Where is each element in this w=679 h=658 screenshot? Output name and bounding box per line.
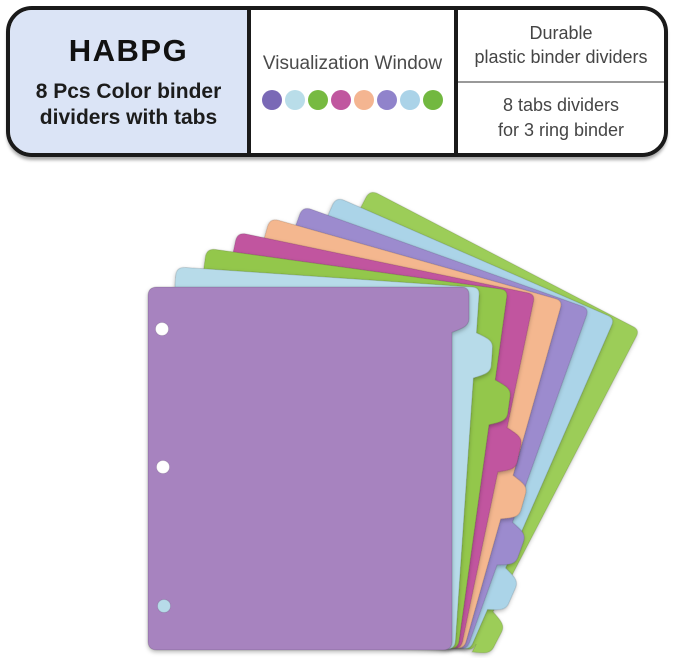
brand-subtitle-line1: 8 Pcs Color binder bbox=[35, 79, 222, 103]
brand-cell: HABPG 8 Pcs Color binder dividers with t… bbox=[10, 10, 251, 153]
binder-hole bbox=[157, 599, 171, 613]
color-dot bbox=[285, 90, 305, 110]
divider-sheet bbox=[147, 286, 470, 651]
visualization-title: Visualization Window bbox=[262, 53, 443, 74]
feature-tabs-line2: for 3 ring binder bbox=[497, 119, 625, 140]
brand-title: HABPG bbox=[68, 32, 189, 68]
features-cell: Durable plastic binder dividers 8 tabs d… bbox=[458, 10, 664, 153]
brand-subtitle-line2: dividers with tabs bbox=[39, 105, 218, 129]
color-dot bbox=[377, 90, 397, 110]
banner: HABPG 8 Pcs Color binder dividers with t… bbox=[6, 6, 668, 157]
color-dot bbox=[331, 90, 351, 110]
color-dot bbox=[423, 90, 443, 110]
color-dot bbox=[262, 90, 282, 110]
color-dot bbox=[400, 90, 420, 110]
feature-durable: Durable plastic binder dividers bbox=[458, 10, 664, 83]
binder-hole bbox=[156, 460, 170, 474]
color-dot bbox=[354, 90, 374, 110]
visualization-cell: Visualization Window bbox=[251, 10, 458, 153]
feature-tabs: 8 tabs dividers for 3 ring binder bbox=[458, 83, 664, 154]
feature-durable-line1: Durable bbox=[529, 22, 593, 43]
color-dots bbox=[262, 90, 443, 110]
feature-tabs-line1: 8 tabs dividers bbox=[502, 95, 620, 116]
feature-durable-line2: plastic binder dividers bbox=[474, 47, 648, 68]
binder-hole bbox=[155, 322, 169, 336]
brand-subtitle: 8 Pcs Color binder dividers with tabs bbox=[36, 79, 222, 130]
color-dot bbox=[308, 90, 328, 110]
